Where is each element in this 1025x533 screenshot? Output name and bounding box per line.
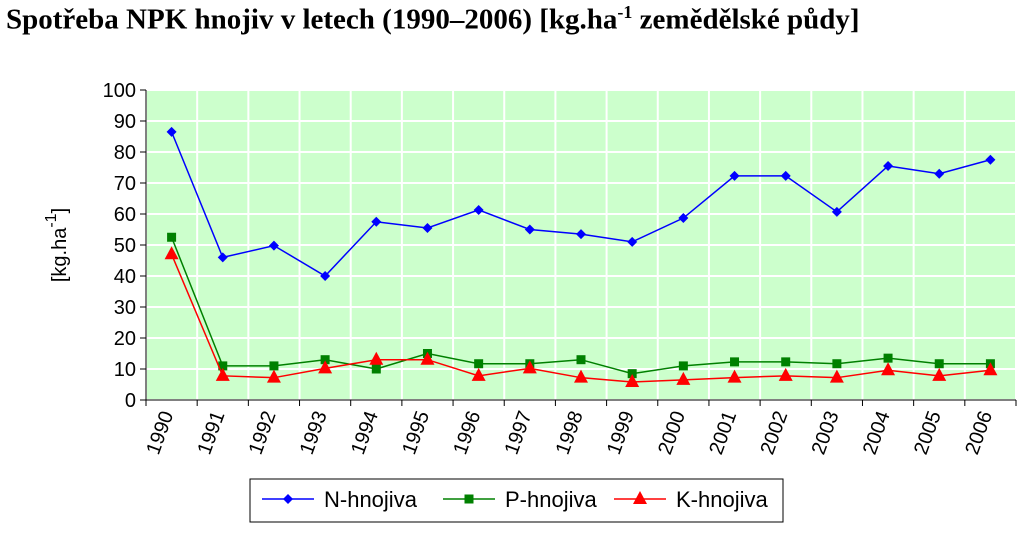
data-point-p-hnojiva [883,353,893,363]
y-tick-label: 100 [103,80,136,102]
data-point-k-hnojiva [522,360,537,374]
series-n-hnojiva [166,126,996,281]
data-point-p-hnojiva [781,357,791,367]
chart-title: Spotřeba NPK hnojiv v letech (1990–2006)… [6,2,860,37]
y-tick-label: 50 [114,235,136,257]
y-tick-label: 70 [114,173,136,195]
chart-title-superscript: -1 [617,2,633,22]
legend-box [249,478,784,523]
data-point-p-hnojiva [269,361,279,371]
data-point-n-hnojiva [831,206,842,217]
data-point-p-hnojiva [167,232,177,242]
y-tick-label: 10 [114,359,136,381]
data-point-n-hnojiva [985,154,996,165]
legend-item-n-hnojiva: N-hnojiva [262,487,418,512]
data-point-n-hnojiva [883,160,894,171]
data-point-p-hnojiva [730,357,740,367]
series-k-hnojiva [164,246,998,388]
data-point-n-hnojiva [576,229,586,240]
x-tick-label: 1995 [398,408,434,457]
data-point-n-hnojiva [524,224,535,235]
data-point-k-hnojiva [881,362,896,376]
x-tick-label: 1999 [603,408,639,457]
data-point-n-hnojiva [422,222,433,233]
legend-label-k-hnojiva: K-hnojiva [676,487,768,512]
data-point-k-hnojiva [574,369,588,383]
data-point-p-hnojiva [627,369,637,379]
x-tick-label: 1994 [347,408,383,457]
data-point-n-hnojiva [627,236,638,247]
x-tick-label: 1997 [501,408,537,457]
data-point-k-hnojiva [727,369,742,383]
data-point-n-hnojiva [371,216,382,227]
data-point-n-hnojiva [473,204,484,215]
x-tick-label: 2000 [654,408,690,457]
x-tick-label: 1991 [194,408,230,457]
data-point-k-hnojiva [932,367,947,381]
data-point-k-hnojiva [369,351,384,365]
y-tick-label: 0 [125,390,136,412]
x-tick-label: 2004 [859,408,895,457]
x-tick-label: 1993 [296,408,332,457]
y-tick-label: 40 [114,266,136,288]
y-tick-label: 20 [114,328,136,350]
x-tick-label: 2006 [961,408,997,457]
legend-item-p-hnojiva: P-hnojiva [443,487,597,512]
y-tick-label: 90 [114,111,136,133]
data-point-p-hnojiva [934,359,944,369]
legend-label-p-hnojiva: P-hnojiva [505,487,597,512]
legend: N-hnojiva P-hnojiva K-hnojiva [249,478,784,523]
data-point-p-hnojiva [320,355,330,365]
data-point-p-hnojiva [371,364,381,374]
y-axis-label-superscript: -1 [43,213,60,227]
data-point-n-hnojiva [268,240,279,251]
data-point-k-hnojiva [318,360,333,374]
data-point-n-hnojiva [678,213,689,224]
chart-title-suffix: zemědělské půdy] [632,3,860,36]
x-tick-label: 2001 [705,408,741,457]
y-axis-label: [kg.ha-1] [43,208,71,282]
x-tick-label: 2003 [808,408,844,457]
data-point-n-hnojiva [729,170,740,181]
y-tick-label: 30 [114,297,136,319]
data-point-k-hnojiva [829,369,844,383]
y-tick-label: 80 [114,142,136,164]
data-point-p-hnojiva [678,361,688,371]
data-point-n-hnojiva [217,252,228,263]
series-layer [164,126,998,388]
legend-marker-k-hnojiva [633,491,647,504]
x-tick-label: 1996 [449,408,485,457]
x-tick-label: 2002 [757,408,793,457]
data-point-n-hnojiva [934,168,945,179]
legend-item-k-hnojiva: K-hnojiva [614,487,768,512]
x-tick-label: 1998 [552,408,588,457]
y-axis-label-text: [kg.ha [49,227,71,282]
x-tick-label: 1992 [245,408,281,457]
data-point-k-hnojiva [420,351,435,365]
data-point-k-hnojiva [983,362,998,376]
y-tick-label: 60 [114,204,136,226]
data-point-p-hnojiva [218,361,228,371]
legend-label-n-hnojiva: N-hnojiva [324,487,418,512]
data-point-k-hnojiva [215,367,230,381]
data-point-n-hnojiva [780,170,791,181]
x-tick-label: 1990 [142,408,178,457]
data-point-p-hnojiva [474,359,484,369]
legend-marker-n-hnojiva [283,494,293,504]
data-point-k-hnojiva [676,371,691,385]
data-point-k-hnojiva [625,374,640,388]
legend-marker-p-hnojiva [464,494,474,504]
data-point-n-hnojiva [320,271,331,281]
data-point-n-hnojiva [166,126,177,137]
x-tick-label: 2005 [910,408,946,457]
data-point-p-hnojiva [576,355,586,365]
y-axis-label-suffix: ] [49,208,71,214]
data-point-k-hnojiva [778,367,793,381]
data-point-k-hnojiva [266,369,281,383]
data-point-k-hnojiva [471,367,486,381]
chart-title-text: Spotřeba NPK hnojiv v letech (1990–2006)… [6,3,618,36]
data-point-k-hnojiva [164,246,179,260]
data-point-p-hnojiva [832,359,842,369]
